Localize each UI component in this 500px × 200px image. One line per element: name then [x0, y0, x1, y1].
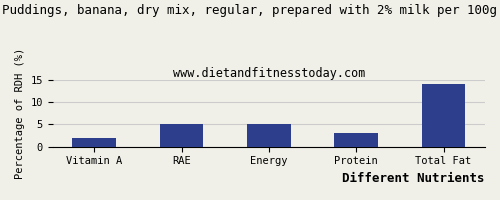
Bar [72, 138, 116, 147]
Text: Puddings, banana, dry mix, regular, prepared with 2% milk per 100g: Puddings, banana, dry mix, regular, prep… [2, 4, 498, 17]
Y-axis label: Percentage of RDH (%): Percentage of RDH (%) [15, 48, 25, 179]
Bar [160, 124, 204, 147]
Bar [247, 124, 290, 147]
X-axis label: Different Nutrients: Different Nutrients [342, 172, 485, 185]
Bar [334, 133, 378, 147]
Bar [422, 84, 466, 147]
Title: www.dietandfitnesstoday.com: www.dietandfitnesstoday.com [172, 67, 365, 80]
